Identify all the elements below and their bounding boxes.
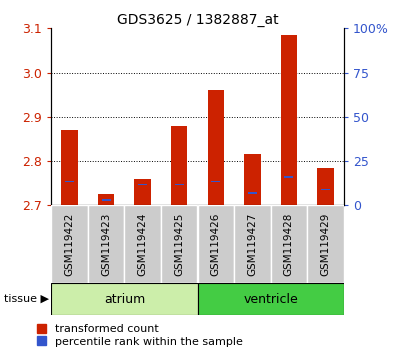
Bar [51,283,198,315]
Bar [271,205,307,283]
Bar [211,181,220,182]
Text: GSM119426: GSM119426 [211,212,221,276]
Text: GSM119424: GSM119424 [138,212,148,276]
Bar [88,205,124,283]
Bar [98,194,115,205]
Text: tissue ▶: tissue ▶ [4,294,49,304]
Bar [244,154,261,205]
Text: ventricle: ventricle [243,293,298,306]
Bar [321,188,330,190]
Text: atrium: atrium [104,293,145,306]
Bar [161,205,198,283]
Bar [102,199,111,201]
Title: GDS3625 / 1382887_at: GDS3625 / 1382887_at [117,13,278,27]
Bar [280,35,297,205]
Text: GSM119429: GSM119429 [320,212,330,276]
Text: GSM119425: GSM119425 [174,212,184,276]
Bar [307,205,344,283]
Bar [248,193,257,194]
Text: GSM119422: GSM119422 [65,212,75,276]
Bar [65,181,74,182]
Bar [138,184,147,185]
Bar [171,126,188,205]
Legend: transformed count, percentile rank within the sample: transformed count, percentile rank withi… [37,324,243,347]
Text: GSM119423: GSM119423 [101,212,111,276]
Text: GSM119428: GSM119428 [284,212,294,276]
Bar [51,205,88,283]
Text: GSM119427: GSM119427 [247,212,257,276]
Bar [317,168,334,205]
Bar [198,205,234,283]
Bar [134,179,151,205]
Bar [234,205,271,283]
Bar [61,130,78,205]
Bar [207,90,224,205]
Bar [284,176,293,178]
Bar [175,184,184,185]
Bar [124,205,161,283]
Bar [198,283,344,315]
